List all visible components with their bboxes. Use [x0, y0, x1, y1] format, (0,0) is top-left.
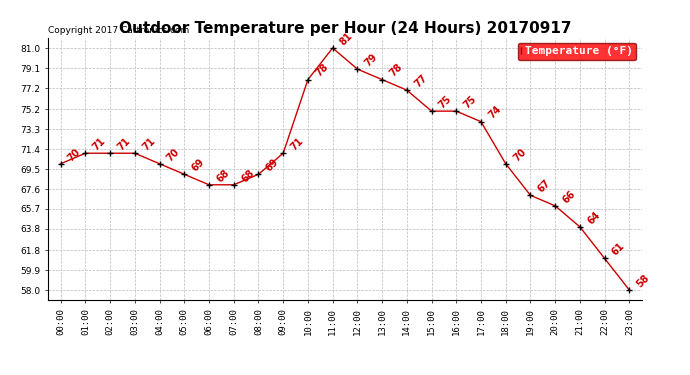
Legend: Temperature (°F): Temperature (°F) [518, 43, 636, 60]
Text: 74: 74 [486, 104, 503, 121]
Text: 58: 58 [635, 273, 651, 289]
Text: 78: 78 [388, 62, 404, 79]
Text: 69: 69 [190, 157, 206, 174]
Text: 78: 78 [313, 62, 331, 79]
Text: 71: 71 [116, 136, 132, 153]
Text: 77: 77 [413, 73, 429, 89]
Title: Outdoor Temperature per Hour (24 Hours) 20170917: Outdoor Temperature per Hour (24 Hours) … [119, 21, 571, 36]
Text: 81: 81 [338, 30, 355, 47]
Text: 70: 70 [165, 146, 181, 163]
Text: 70: 70 [511, 146, 528, 163]
Text: 71: 71 [91, 136, 108, 153]
Text: Copyright 2017 Cartronics.com: Copyright 2017 Cartronics.com [48, 26, 190, 35]
Text: 75: 75 [437, 94, 454, 110]
Text: 71: 71 [288, 136, 306, 153]
Text: 68: 68 [239, 167, 256, 184]
Text: 69: 69 [264, 157, 281, 174]
Text: 70: 70 [66, 146, 83, 163]
Text: 75: 75 [462, 94, 478, 110]
Text: 79: 79 [363, 52, 380, 68]
Text: 64: 64 [585, 210, 602, 226]
Text: 61: 61 [610, 241, 627, 258]
Text: 66: 66 [561, 189, 578, 205]
Text: 68: 68 [215, 167, 231, 184]
Text: 71: 71 [140, 136, 157, 153]
Text: 67: 67 [536, 178, 553, 195]
